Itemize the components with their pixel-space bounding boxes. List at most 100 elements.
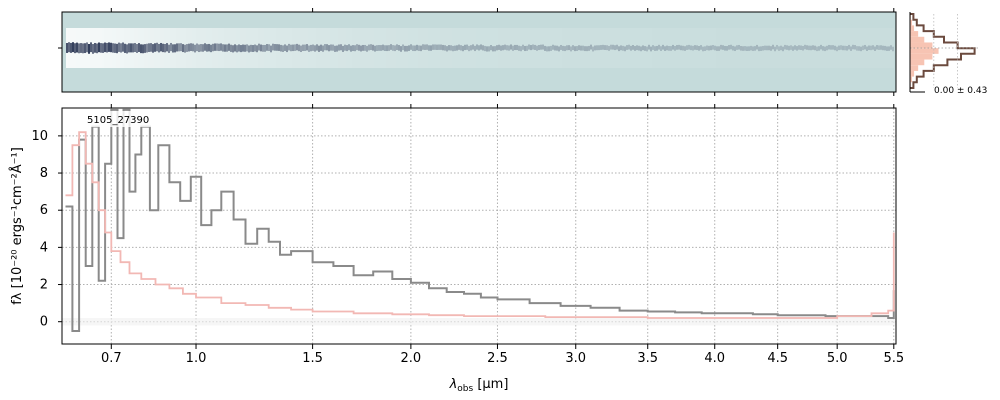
trace-core-column xyxy=(66,42,68,53)
trace-halo-column xyxy=(484,28,486,68)
trace-core-column xyxy=(698,45,700,51)
trace-core-column xyxy=(632,44,634,50)
trace-core-column xyxy=(276,44,278,51)
trace-halo-column xyxy=(450,28,452,68)
trace-halo-column xyxy=(356,28,358,68)
histogram-model-bar xyxy=(910,31,919,37)
trace-core-column xyxy=(584,46,586,52)
trace-core-column xyxy=(772,44,774,50)
trace-halo-column xyxy=(198,28,200,68)
trace-core-column xyxy=(876,45,878,50)
trace-halo-column xyxy=(270,28,272,68)
trace-halo-column xyxy=(554,28,556,68)
trace-halo-column xyxy=(494,28,496,68)
trace-core-column xyxy=(828,44,830,50)
trace-halo-column xyxy=(512,28,514,68)
trace-core-column xyxy=(752,46,754,51)
trace-core-column xyxy=(516,44,518,51)
trace-halo-column xyxy=(544,28,546,68)
trace-halo-column xyxy=(526,28,528,68)
trace-halo-column xyxy=(458,28,460,68)
trace-core-column xyxy=(360,45,362,52)
trace-core-column xyxy=(330,44,332,51)
trace-core-column xyxy=(352,45,354,52)
trace-core-column xyxy=(370,44,372,51)
trace-core-column xyxy=(190,43,192,51)
trace-core-column xyxy=(770,46,772,51)
trace-core-column xyxy=(462,45,464,52)
trace-halo-column xyxy=(682,28,684,68)
trace-halo-column xyxy=(422,28,424,68)
trace-halo-column xyxy=(462,28,464,68)
trace-halo-column xyxy=(404,28,406,68)
trace-core-column xyxy=(122,42,124,52)
spectrum-2d-panel xyxy=(58,8,897,96)
trace-halo-column xyxy=(358,28,360,68)
trace-halo-column xyxy=(434,28,436,68)
trace-halo-column xyxy=(562,28,564,68)
trace-core-column xyxy=(96,43,98,54)
trace-halo-column xyxy=(306,28,308,68)
trace-core-column xyxy=(498,44,500,50)
trace-halo-column xyxy=(454,28,456,68)
trace-halo-column xyxy=(440,28,442,68)
trace-halo-column xyxy=(258,28,260,68)
trace-halo-column xyxy=(456,28,458,68)
trace-core-column xyxy=(522,44,524,50)
trace-halo-column xyxy=(448,28,450,68)
trace-halo-column xyxy=(532,28,534,68)
trace-core-column xyxy=(434,44,436,50)
trace-core-column xyxy=(624,46,626,52)
trace-halo-column xyxy=(784,28,786,68)
trace-halo-column xyxy=(276,28,278,68)
trace-core-column xyxy=(80,43,82,53)
trace-core-column xyxy=(550,45,552,51)
trace-core-column xyxy=(200,44,202,52)
trace-core-column xyxy=(886,46,888,51)
trace-core-column xyxy=(340,44,342,51)
trace-halo-column xyxy=(582,28,584,68)
trace-halo-column xyxy=(856,28,858,68)
spectrum-1d-panel: 0.7 1.0 1.5 2.0 2.5 3.0 3.5 4.0 4.5 5.0 5.5 0 2 4 6 8 10… xyxy=(9,104,904,394)
trace-halo-column xyxy=(196,28,198,68)
trace-core-column xyxy=(734,46,736,52)
trace-halo-column xyxy=(408,28,410,68)
trace-halo-column xyxy=(702,28,704,68)
trace-core-column xyxy=(790,45,792,50)
trace-core-column xyxy=(176,43,178,52)
trace-halo-column xyxy=(360,28,362,68)
trace-core-column xyxy=(652,45,654,50)
trace-core-column xyxy=(836,46,838,52)
trace-core-column xyxy=(120,43,122,53)
trace-halo-column xyxy=(470,28,472,68)
trace-core-column xyxy=(202,44,204,52)
trace-halo-column xyxy=(632,28,634,68)
trace-core-column xyxy=(608,45,610,51)
trace-core-column xyxy=(428,45,430,51)
trace-halo-column xyxy=(576,28,578,68)
trace-halo-column xyxy=(874,28,876,68)
trace-halo-column xyxy=(256,28,258,68)
trace-core-column xyxy=(192,43,194,52)
trace-halo-column xyxy=(750,28,752,68)
trace-core-column xyxy=(844,45,846,51)
trace-core-column xyxy=(448,45,450,51)
trace-core-column xyxy=(690,45,692,51)
trace-halo-column xyxy=(298,28,300,68)
trace-halo-column xyxy=(250,28,252,68)
trace-halo-column xyxy=(312,28,314,68)
trace-core-column xyxy=(358,44,360,51)
trace-core-column xyxy=(378,45,380,51)
trace-core-column xyxy=(260,44,262,52)
trace-halo-column xyxy=(264,28,266,68)
trace-halo-column xyxy=(826,28,828,68)
trace-halo-column xyxy=(834,28,836,68)
trace-halo-column xyxy=(892,28,894,68)
trace-core-column xyxy=(722,45,724,50)
trace-core-column xyxy=(76,42,78,53)
trace-core-column xyxy=(748,46,750,51)
trace-core-column xyxy=(482,45,484,51)
trace-core-column xyxy=(730,44,732,50)
trace-core-column xyxy=(132,43,134,53)
trace-core-column xyxy=(362,44,364,51)
